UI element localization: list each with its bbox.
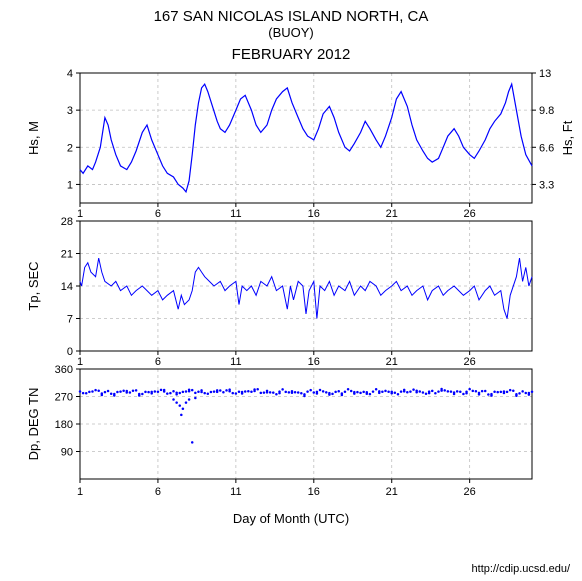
- svg-text:13: 13: [539, 68, 551, 80]
- period-title: FEBRUARY 2012: [0, 46, 582, 63]
- svg-text:7: 7: [67, 314, 73, 326]
- svg-text:21: 21: [61, 249, 73, 261]
- svg-text:1: 1: [77, 356, 83, 368]
- svg-text:Dp, DEG TN: Dp, DEG TN: [26, 388, 41, 461]
- svg-text:Tp, SEC: Tp, SEC: [26, 261, 41, 310]
- svg-text:360: 360: [55, 364, 73, 376]
- svg-text:Hs, M: Hs, M: [26, 121, 41, 155]
- chart-svg: 1234Hs, M3.36.69.813Hs, Ft16111621260714…: [0, 63, 582, 507]
- svg-text:26: 26: [464, 356, 476, 368]
- svg-text:16: 16: [308, 356, 320, 368]
- svg-text:26: 26: [464, 208, 476, 220]
- svg-text:6: 6: [155, 208, 161, 220]
- svg-text:11: 11: [230, 486, 241, 498]
- svg-text:28: 28: [61, 216, 73, 228]
- svg-text:6: 6: [155, 486, 161, 498]
- svg-text:Hs, Ft: Hs, Ft: [560, 120, 575, 155]
- chart-container: 167 SAN NICOLAS ISLAND NORTH, CA (BUOY) …: [0, 0, 582, 581]
- svg-text:26: 26: [464, 486, 476, 498]
- svg-text:1: 1: [77, 208, 83, 220]
- svg-text:0: 0: [67, 346, 73, 358]
- svg-text:11: 11: [230, 208, 241, 220]
- svg-text:3: 3: [67, 105, 73, 117]
- svg-text:90: 90: [61, 447, 73, 459]
- main-title: 167 SAN NICOLAS ISLAND NORTH, CA: [0, 8, 582, 25]
- x-axis-label: Day of Month (UTC): [0, 511, 582, 526]
- svg-text:21: 21: [386, 208, 398, 220]
- svg-text:1: 1: [67, 179, 73, 191]
- svg-text:16: 16: [308, 486, 320, 498]
- svg-text:6.6: 6.6: [539, 142, 554, 154]
- svg-text:3.3: 3.3: [539, 179, 554, 191]
- charts-wrap: 1234Hs, M3.36.69.813Hs, Ft16111621260714…: [0, 63, 582, 507]
- svg-text:14: 14: [61, 281, 73, 293]
- svg-text:270: 270: [55, 392, 73, 404]
- svg-text:21: 21: [386, 356, 398, 368]
- svg-text:1: 1: [77, 486, 83, 498]
- svg-text:2: 2: [67, 142, 73, 154]
- title-block: 167 SAN NICOLAS ISLAND NORTH, CA (BUOY) …: [0, 0, 582, 63]
- subtitle: (BUOY): [0, 25, 582, 40]
- svg-text:16: 16: [308, 208, 320, 220]
- svg-text:4: 4: [67, 68, 73, 80]
- svg-text:11: 11: [230, 356, 241, 368]
- svg-text:6: 6: [155, 356, 161, 368]
- footer-url: http://cdip.ucsd.edu/: [472, 563, 570, 575]
- svg-text:180: 180: [55, 419, 73, 431]
- svg-text:9.8: 9.8: [539, 105, 554, 117]
- svg-text:21: 21: [386, 486, 398, 498]
